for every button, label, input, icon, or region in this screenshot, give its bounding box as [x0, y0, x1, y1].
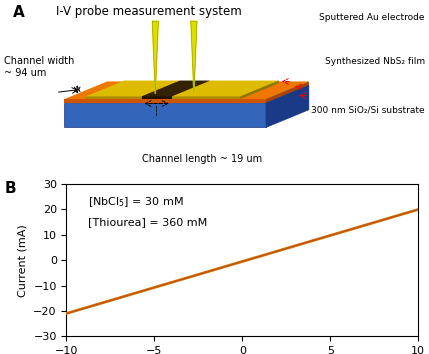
Text: B: B: [4, 181, 16, 195]
Polygon shape: [266, 85, 309, 127]
Polygon shape: [64, 103, 266, 127]
Polygon shape: [86, 80, 180, 97]
Polygon shape: [191, 21, 197, 94]
Text: Channel length ~ 19 um: Channel length ~ 19 um: [142, 154, 262, 164]
Polygon shape: [64, 85, 309, 103]
Polygon shape: [172, 80, 279, 97]
Polygon shape: [142, 80, 210, 97]
Text: [NbCl$_5$] = 30 mM: [NbCl$_5$] = 30 mM: [88, 195, 183, 209]
Text: Synthesized NbS₂ film: Synthesized NbS₂ film: [325, 57, 425, 67]
Text: A: A: [13, 5, 24, 20]
Text: Channel width
~ 94 um: Channel width ~ 94 um: [4, 56, 75, 79]
Polygon shape: [64, 81, 309, 99]
Polygon shape: [64, 99, 266, 103]
Text: [Thiourea] = 360 mM: [Thiourea] = 360 mM: [88, 218, 207, 228]
Text: 300 nm SiO₂/Si substrate: 300 nm SiO₂/Si substrate: [311, 105, 425, 114]
Polygon shape: [142, 97, 172, 99]
Polygon shape: [240, 80, 279, 99]
Polygon shape: [172, 97, 240, 99]
Polygon shape: [86, 97, 142, 99]
Text: I-V probe measurement system: I-V probe measurement system: [56, 5, 242, 18]
Text: Sputtered Au electrode: Sputtered Au electrode: [319, 13, 425, 22]
Polygon shape: [266, 81, 309, 103]
Polygon shape: [142, 80, 180, 99]
Y-axis label: Current (mA): Current (mA): [18, 224, 28, 297]
Polygon shape: [152, 21, 158, 94]
